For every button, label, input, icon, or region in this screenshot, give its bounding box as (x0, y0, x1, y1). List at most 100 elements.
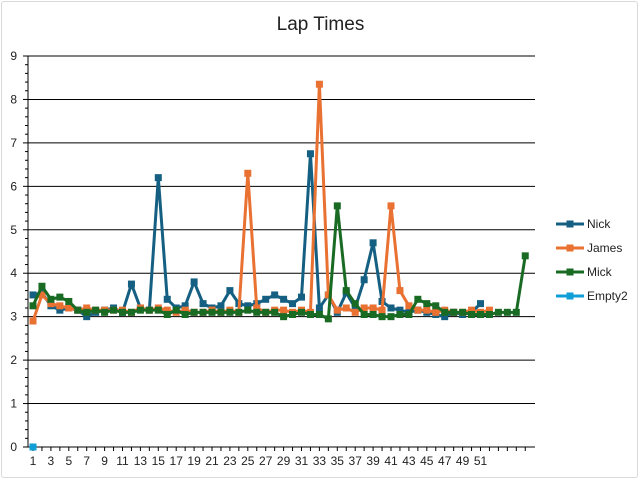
data-point (38, 291, 46, 299)
x-tick-label: 17 (170, 454, 184, 468)
data-point (56, 293, 64, 301)
x-tick-label: 3 (48, 454, 55, 468)
data-point (289, 300, 297, 308)
x-tick-label: 41 (384, 454, 398, 468)
data-point (414, 306, 422, 314)
data-point (396, 306, 404, 314)
data-point (414, 295, 422, 303)
x-tick-label: 21 (205, 454, 219, 468)
data-point (468, 306, 476, 314)
data-point (226, 308, 234, 316)
data-point (235, 308, 243, 316)
data-point (369, 304, 377, 312)
data-point (351, 300, 359, 308)
data-point (306, 150, 314, 158)
data-point (217, 308, 225, 316)
data-point (47, 295, 55, 303)
data-point (163, 306, 171, 314)
data-point (432, 302, 440, 310)
data-point (315, 304, 323, 312)
data-point (360, 310, 368, 318)
data-point (172, 306, 180, 314)
data-point (387, 202, 395, 210)
data-point (521, 252, 529, 260)
legend-entry: Nick (556, 217, 611, 231)
x-tick-label: 23 (223, 454, 237, 468)
x-tick-label: 7 (83, 454, 90, 468)
y-tick-label: 6 (10, 179, 17, 193)
data-point (423, 306, 431, 314)
legend-swatch-marker (566, 220, 574, 228)
gridlines (28, 55, 535, 405)
data-point (262, 295, 270, 303)
y-tick-label: 0 (10, 440, 17, 454)
series-empty2 (29, 443, 37, 451)
data-point (119, 308, 126, 316)
x-tick-label: 29 (277, 454, 291, 468)
x-tick-label: 37 (349, 454, 363, 468)
x-tick-label: 9 (101, 454, 108, 468)
data-point (280, 295, 288, 303)
data-point (271, 308, 279, 316)
x-tick-label: 35 (331, 454, 345, 468)
x-tick-label: 31 (295, 454, 309, 468)
legend-label: Empty2 (587, 289, 628, 303)
data-point (503, 308, 511, 316)
data-point (450, 308, 458, 316)
data-point (271, 291, 279, 299)
data-point (396, 287, 404, 295)
data-point (83, 308, 91, 316)
data-point (405, 310, 413, 318)
data-point (136, 306, 144, 314)
data-point (512, 308, 520, 316)
data-point (324, 315, 332, 323)
data-point (289, 310, 297, 318)
y-tick-label: 1 (10, 397, 17, 411)
x-tick-label: 5 (65, 454, 72, 468)
data-point (333, 202, 341, 210)
y-tick-label: 8 (10, 92, 17, 106)
x-tick-label: 39 (366, 454, 380, 468)
data-point (369, 310, 377, 318)
data-point (65, 304, 73, 312)
legend-swatch-marker (566, 292, 574, 300)
data-point (387, 304, 395, 312)
data-point (74, 306, 82, 314)
y-tick-label: 9 (10, 49, 17, 63)
legend-swatch-marker (566, 268, 574, 276)
data-point (145, 306, 153, 314)
data-point (29, 317, 37, 325)
data-point (468, 310, 476, 318)
legend-label: Mick (587, 265, 613, 279)
data-point (56, 306, 64, 314)
legend: Nick James Mick Empty2 (556, 217, 628, 303)
series-line (31, 204, 527, 321)
data-point (396, 310, 404, 318)
data-point (181, 310, 189, 318)
data-point (181, 302, 189, 310)
x-tick-label: 33 (313, 454, 327, 468)
data-point (360, 304, 368, 312)
y-tick-label: 7 (10, 136, 17, 150)
x-tick-label: 13 (134, 454, 148, 468)
data-point (342, 287, 350, 295)
legend-entry: Mick (556, 265, 613, 279)
data-point (423, 300, 431, 308)
data-point (29, 291, 37, 299)
series-line (31, 82, 490, 322)
data-point (298, 293, 305, 301)
x-tick-label: 45 (420, 454, 434, 468)
data-point (485, 310, 493, 318)
data-point (83, 313, 91, 321)
data-point (351, 308, 359, 316)
data-point (217, 302, 225, 310)
series-mick (29, 202, 529, 323)
data-point (101, 308, 109, 316)
data-point (459, 308, 467, 316)
data-point (56, 302, 64, 310)
data-point (226, 287, 234, 295)
data-point (199, 300, 207, 308)
data-point (92, 306, 100, 314)
x-tick-label: 25 (241, 454, 255, 468)
